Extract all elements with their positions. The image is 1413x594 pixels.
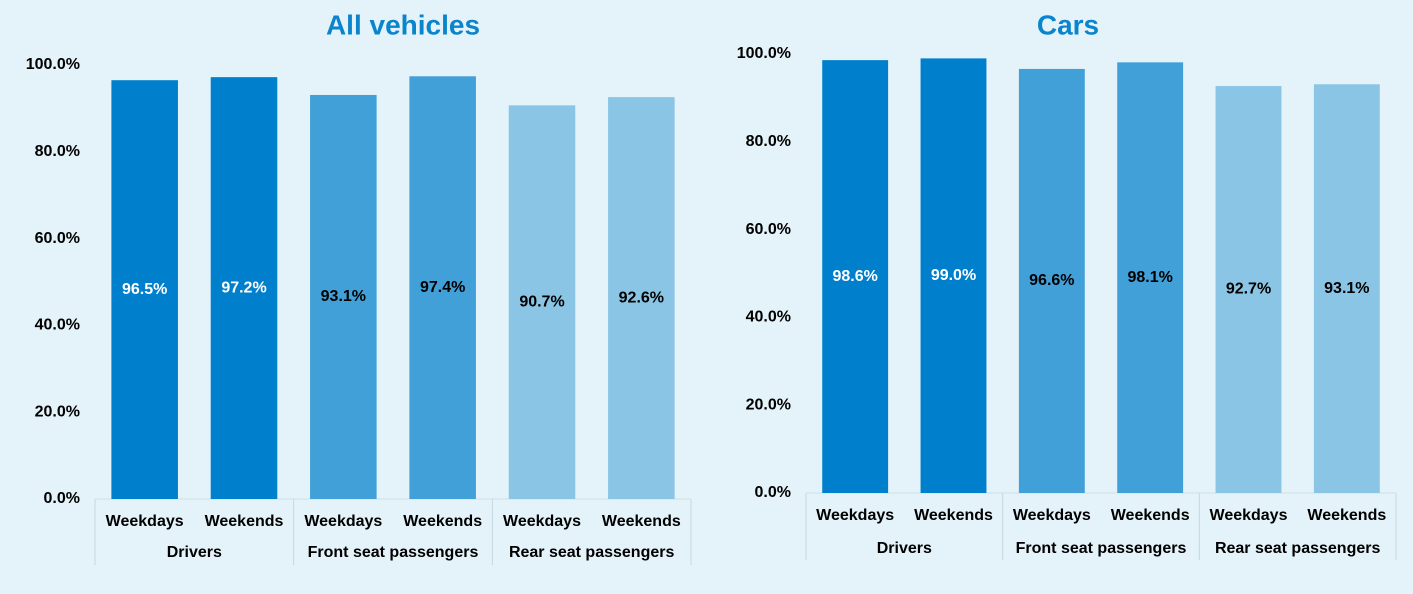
value-label: 98.1% [1127,269,1172,286]
y-tick-label: 0.0% [44,490,80,507]
bar [409,76,476,499]
value-label: 93.1% [1324,280,1369,297]
x-tick-label: Weekends [914,507,993,524]
group-label: Rear seat passengers [1215,540,1381,557]
bar [210,77,278,499]
value-label: 90.7% [519,293,564,310]
group-label: Front seat passengers [1016,540,1187,557]
group-label: Front seat passengers [308,544,479,561]
y-tick-label: 60.0% [746,221,791,238]
x-tick-label: Weekends [602,513,681,530]
bar [920,58,987,493]
bar [508,105,576,499]
x-tick-label: Weekends [403,513,482,530]
x-tick-label: Weekends [1111,507,1190,524]
value-label: 92.6% [619,289,664,306]
x-tick-label: Weekdays [503,513,581,530]
x-tick-label: Weekdays [1210,507,1288,524]
value-label: 98.6% [832,268,877,285]
bar [608,97,675,499]
y-tick-label: 40.0% [746,309,791,326]
bar [1018,68,1085,494]
group-label: Rear seat passengers [509,544,675,561]
group-label: Drivers [167,544,222,561]
x-tick-label: Weekdays [106,513,184,530]
y-tick-label: 60.0% [35,230,80,247]
value-label: 97.4% [420,279,465,296]
bar [1313,84,1380,493]
value-label: 99.0% [931,267,976,284]
chart-title: All vehicles [326,9,480,40]
y-tick-label: 80.0% [746,133,791,150]
value-label: 93.1% [321,288,366,305]
bar [1215,86,1282,493]
bar [310,94,377,500]
value-label: 92.7% [1226,281,1271,298]
chart-title: Cars [1037,9,1099,40]
y-tick-label: 80.0% [35,143,80,160]
group-label: Drivers [877,540,932,557]
x-tick-label: Weekdays [816,507,894,524]
x-tick-label: Weekdays [304,513,382,530]
value-label: 96.5% [122,281,167,298]
bar [1117,62,1184,493]
value-label: 97.2% [221,279,266,296]
bar [822,60,889,494]
x-tick-label: Weekends [1307,507,1386,524]
bar [111,80,178,499]
y-tick-label: 0.0% [755,484,791,501]
x-tick-label: Weekends [205,513,284,530]
value-label: 96.6% [1029,272,1074,289]
y-tick-label: 40.0% [35,317,80,334]
y-tick-label: 100.0% [26,56,80,73]
y-tick-label: 20.0% [746,396,791,413]
x-tick-label: Weekdays [1013,507,1091,524]
y-tick-label: 20.0% [35,403,80,420]
y-tick-label: 100.0% [737,45,791,62]
